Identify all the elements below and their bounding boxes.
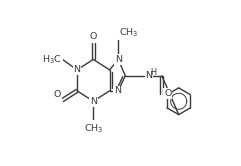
- Text: CH$_3$: CH$_3$: [120, 27, 139, 39]
- Text: N: N: [90, 97, 97, 106]
- Text: H$_3$C: H$_3$C: [42, 53, 62, 66]
- Text: CH$_3$: CH$_3$: [84, 122, 103, 135]
- Text: O: O: [164, 89, 172, 98]
- Text: N: N: [146, 71, 153, 80]
- Text: N: N: [114, 86, 121, 95]
- Text: N: N: [115, 55, 122, 64]
- Text: CH$_3$: CH$_3$: [84, 121, 103, 133]
- Text: H: H: [150, 68, 156, 77]
- Text: O: O: [90, 32, 97, 41]
- Text: N: N: [74, 65, 80, 74]
- Text: O: O: [54, 90, 61, 99]
